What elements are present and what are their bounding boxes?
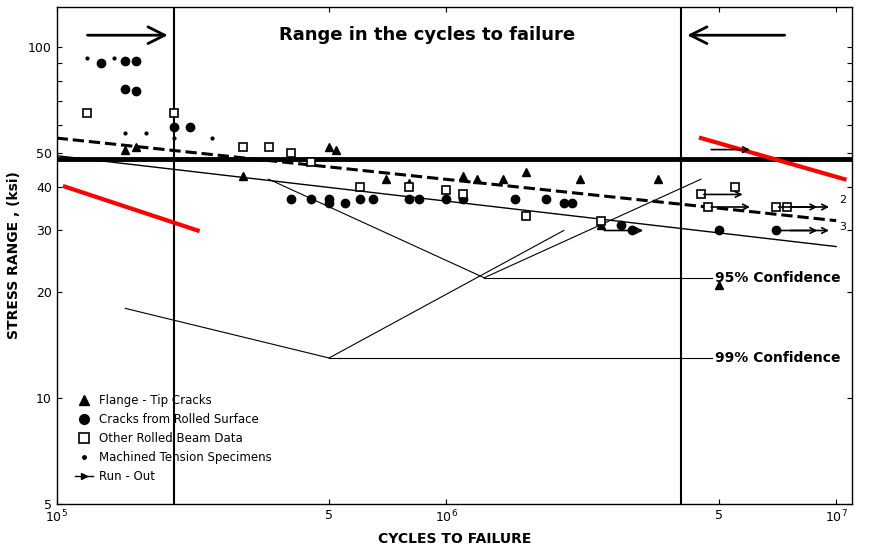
Text: 3: 3 [839, 222, 846, 232]
Text: Range in the cycles to failure: Range in the cycles to failure [280, 26, 575, 44]
Text: 2: 2 [839, 195, 846, 205]
Text: 99% Confidence: 99% Confidence [715, 351, 841, 365]
Y-axis label: STRESS RANGE , (ksi): STRESS RANGE , (ksi) [7, 171, 21, 339]
X-axis label: CYCLES TO FAILURE: CYCLES TO FAILURE [378, 532, 531, 546]
Text: 95% Confidence: 95% Confidence [715, 271, 841, 285]
Legend: Flange - Tip Cracks, Cracks from Rolled Surface, Other Rolled Beam Data, Machine: Flange - Tip Cracks, Cracks from Rolled … [70, 390, 276, 488]
